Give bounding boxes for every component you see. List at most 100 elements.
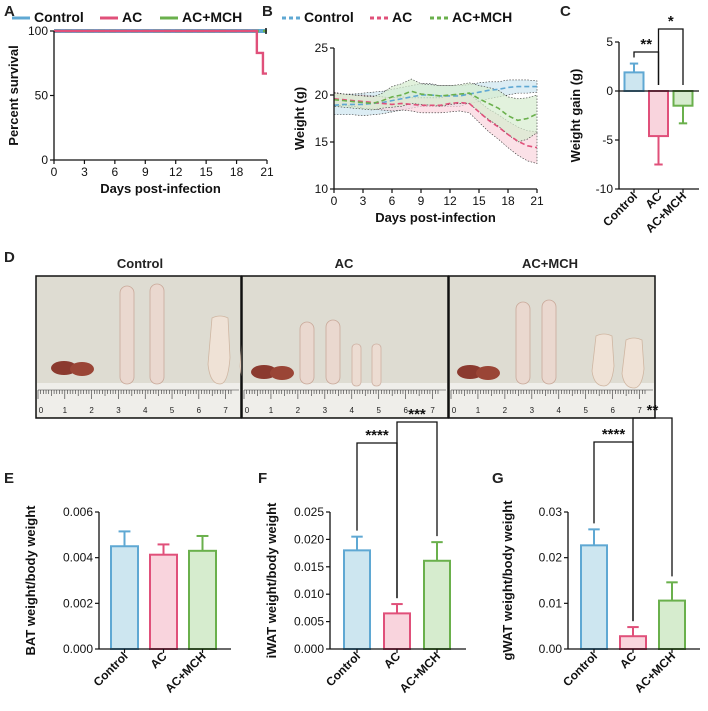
x-tick-label: 6 <box>389 194 396 208</box>
significance-bracket-1 <box>657 28 684 85</box>
x-tick-label: 0 <box>331 194 338 208</box>
y-tick-label: 0.002 <box>63 596 93 610</box>
category-label-2: AC+MCH <box>632 649 678 695</box>
iwat-tissue <box>149 283 165 385</box>
y-tick-label: 0 <box>606 84 613 98</box>
category-label-0: Control <box>560 649 600 689</box>
tissue-photo-2: 0 1 2 3 4 5 6 7 <box>448 275 656 419</box>
bar-2 <box>423 559 451 650</box>
category-label-0: Control <box>91 649 131 689</box>
panel-label-e: E <box>4 470 14 487</box>
legend-label-2: AC+MCH <box>452 9 512 25</box>
significance-bracket-1 <box>396 421 438 599</box>
x-tick-label: 0 <box>51 165 58 179</box>
panel-label-a: A <box>4 3 15 20</box>
iwat-tissue <box>371 343 382 387</box>
significance-label-0: **** <box>602 426 626 443</box>
mean-line-1 <box>333 97 538 149</box>
bar-0 <box>343 549 371 650</box>
weight-chart: Control AC AC+MCH 0 3 6 9 12 15 18 21 10 15 20 25 Days … <box>282 9 544 225</box>
survival-chart: Control AC AC+MCH 0 3 6 9 12 15 18 21 0 50 100 Days po… <box>6 9 274 196</box>
x-tick-label: 18 <box>501 194 515 208</box>
panel-label-c: C <box>560 3 571 20</box>
y-tick-label: 0.01 <box>539 596 563 610</box>
bat-tissue <box>270 366 294 380</box>
bar-0 <box>110 545 139 650</box>
y-tick-label: 0.020 <box>294 532 324 546</box>
x-tick-label: 21 <box>260 165 274 179</box>
bar-1 <box>648 90 669 138</box>
tissue-photos: Control AC AC+MCH 0 1 2 3 4 5 6 7 0 1 2 3 4 5 6 7 0 1 2 3 4 5… <box>35 256 656 419</box>
y-tick-label: -5 <box>602 133 613 147</box>
y-tick-label: 0.005 <box>294 615 324 629</box>
iwat-tissue <box>515 301 531 385</box>
ruler-label: 1 <box>269 406 274 415</box>
x-tick-label: 21 <box>530 194 544 208</box>
category-label-1: AC <box>147 649 169 671</box>
y-tick-label: 0.000 <box>294 642 324 656</box>
ruler-label: 4 <box>557 406 562 415</box>
bar-1 <box>383 612 411 651</box>
y-tick-label: 0.006 <box>63 505 93 519</box>
y-axis-label: Weight (g) <box>292 87 307 150</box>
ruler-label: 4 <box>143 406 148 415</box>
ruler-label: 5 <box>376 406 381 415</box>
ruler-label: 2 <box>89 406 94 415</box>
bar-2 <box>658 599 686 650</box>
legend-label-2: AC+MCH <box>182 9 242 25</box>
bat-tissue <box>476 366 500 380</box>
gwat-tissue <box>207 315 231 385</box>
iwat-tissue <box>299 321 315 385</box>
significance-label-1: *** <box>408 406 426 423</box>
y-tick-label: 10 <box>315 182 329 196</box>
ruler-label: 7 <box>223 406 228 415</box>
y-tick-label: -10 <box>596 182 614 196</box>
mean-line-2 <box>333 90 538 122</box>
iwat-tissue <box>325 319 341 385</box>
photo-ruler-area <box>450 383 654 417</box>
x-tick-label: 3 <box>360 194 367 208</box>
y-axis-label: iWAT weight/body weight <box>264 502 279 658</box>
y-tick-label: 50 <box>35 89 49 103</box>
tissue-photo-0: 0 1 2 3 4 5 6 7 <box>35 275 263 419</box>
iwat-tissue <box>351 343 362 387</box>
legend-label-0: Control <box>304 9 354 25</box>
ruler-label: 6 <box>403 406 408 415</box>
y-tick-label: 0.00 <box>539 642 563 656</box>
bar-1 <box>619 635 647 650</box>
bar-2 <box>188 549 217 650</box>
ruler-label: 5 <box>583 406 588 415</box>
y-tick-label: 0.015 <box>294 560 324 574</box>
gwat-tissue <box>621 337 645 389</box>
y-tick-label: 20 <box>315 88 329 102</box>
photo-title-acmch: AC+MCH <box>522 256 578 271</box>
y-tick-label: 0 <box>41 153 48 167</box>
x-tick-label: 9 <box>418 194 425 208</box>
y-tick-label: 15 <box>315 135 329 149</box>
legend-label-1: AC <box>122 9 142 25</box>
survival-line-1 <box>54 29 267 75</box>
panel-label-b: B <box>262 3 273 20</box>
bar-0 <box>580 544 608 650</box>
significance-label-0: ** <box>640 36 652 53</box>
panel-label-f: F <box>258 470 267 487</box>
y-axis-label: BAT weight/body weight <box>23 505 38 656</box>
y-tick-label: 0.03 <box>539 505 563 519</box>
x-tick-label: 15 <box>199 165 213 179</box>
x-tick-label: 18 <box>230 165 244 179</box>
category-label-1: AC <box>617 649 639 671</box>
ruler-label: 6 <box>197 406 202 415</box>
bar-0 <box>623 71 645 92</box>
ruler-label: 4 <box>350 406 355 415</box>
panel-label-d: D <box>4 249 15 266</box>
legend-label-0: Control <box>34 9 84 25</box>
mean-line-0 <box>333 85 537 107</box>
y-axis-label: Weight gain (g) <box>568 69 583 163</box>
y-tick-label: 0.02 <box>539 551 563 565</box>
category-label-1: AC <box>381 649 403 671</box>
photo-title-control: Control <box>117 256 163 271</box>
ruler-label: 5 <box>170 406 175 415</box>
y-axis-label: Percent survival <box>6 45 21 145</box>
